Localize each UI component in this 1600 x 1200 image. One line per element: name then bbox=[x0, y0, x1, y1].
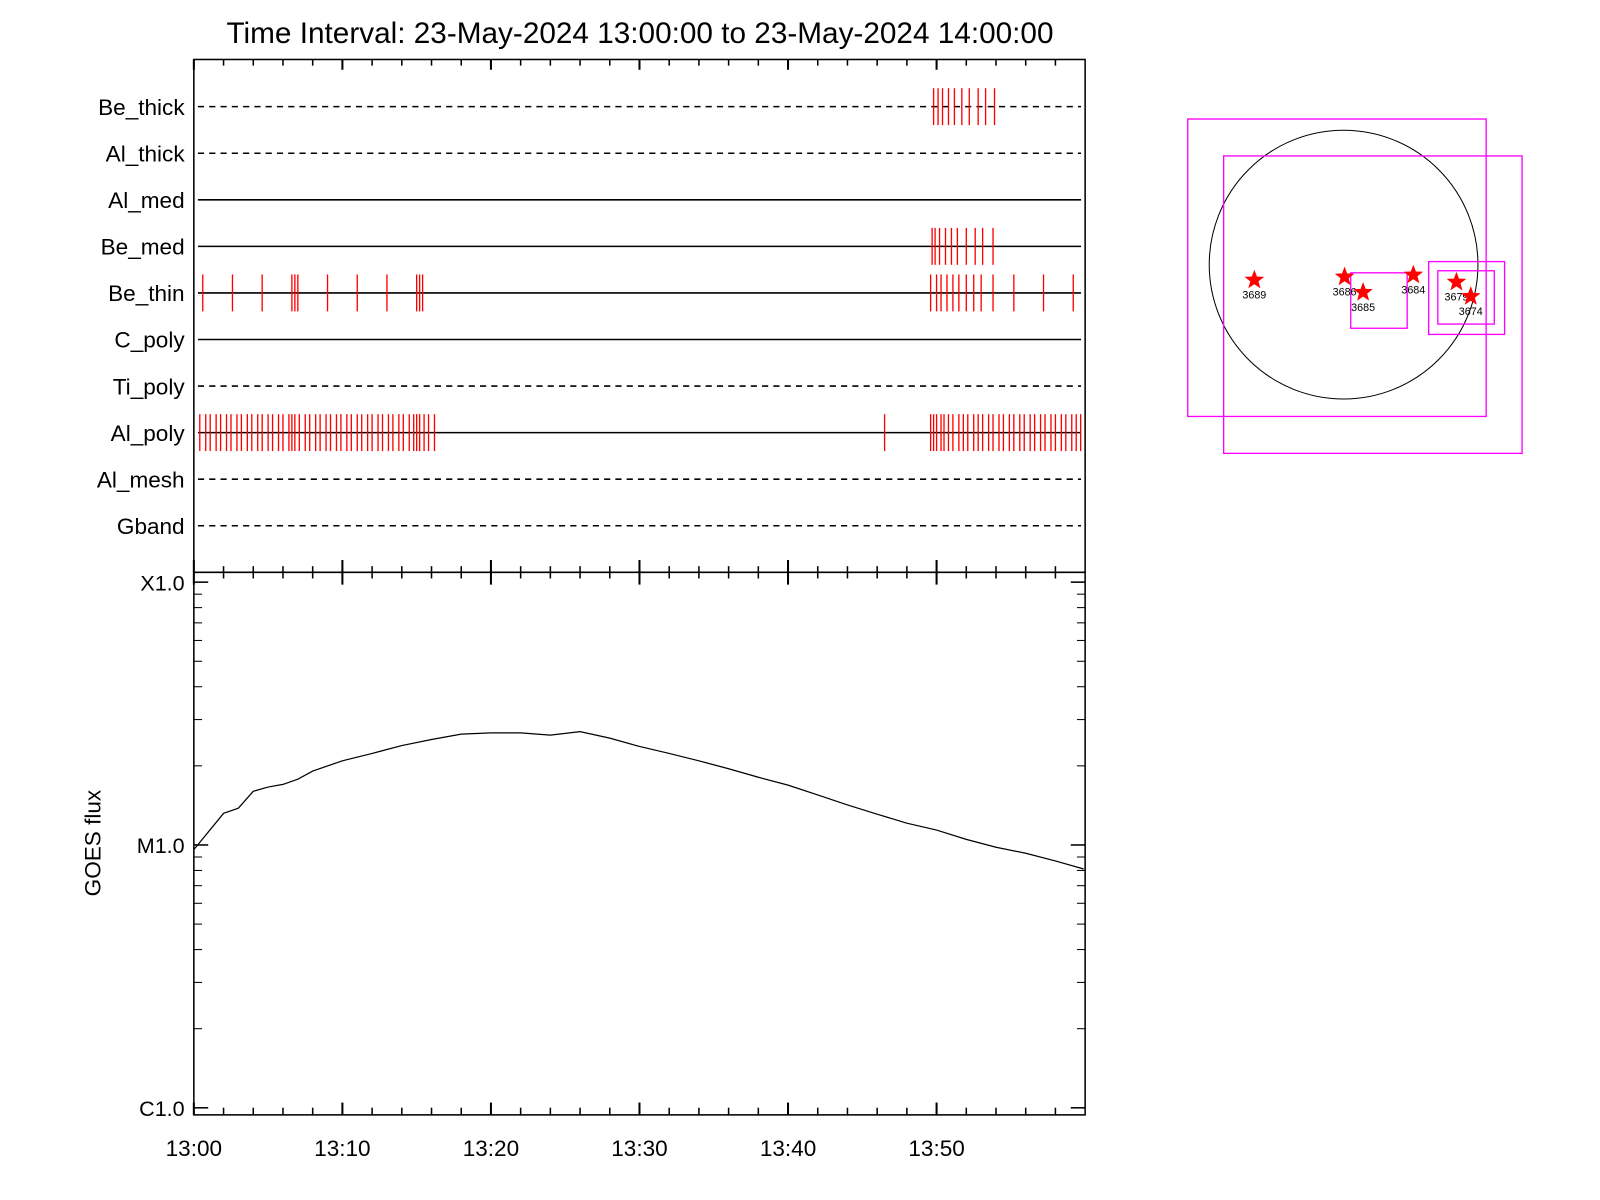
y-tick-label: C1.0 bbox=[139, 1097, 184, 1121]
x-tick-label: 13:10 bbox=[314, 1136, 370, 1161]
filter-label: Al_mesh bbox=[97, 467, 185, 492]
x-tick-label: 13:50 bbox=[908, 1136, 964, 1161]
x-tick-label: 13:00 bbox=[166, 1136, 222, 1161]
region-star bbox=[1461, 286, 1481, 305]
filter-label: Be_thick bbox=[98, 95, 185, 120]
solar-disk bbox=[1208, 129, 1479, 400]
y-axis-label: GOES flux bbox=[81, 789, 106, 896]
region-label: 3685 bbox=[1351, 302, 1375, 314]
filter-label: Gband bbox=[117, 514, 185, 539]
region-star bbox=[1403, 264, 1424, 284]
y-tick-label: X1.0 bbox=[140, 571, 184, 595]
filter-label: Al_poly bbox=[111, 421, 186, 446]
region-label: 3686 bbox=[1333, 286, 1357, 298]
fov-box bbox=[1187, 118, 1487, 418]
fov-box bbox=[1350, 272, 1408, 329]
filter-label: Al_med bbox=[108, 188, 184, 213]
filter-label: Be_med bbox=[101, 235, 185, 260]
region-star bbox=[1244, 269, 1265, 289]
y-tick-label: M1.0 bbox=[137, 834, 185, 858]
filter-label: Ti_poly bbox=[113, 374, 186, 399]
filter-label: C_poly bbox=[114, 328, 185, 353]
goes-curve bbox=[193, 730, 1084, 870]
region-star bbox=[1446, 271, 1467, 291]
filter-label: Al_thick bbox=[106, 141, 186, 166]
region-star bbox=[1353, 282, 1373, 301]
fov-box bbox=[1427, 260, 1506, 336]
region-label: 3689 bbox=[1242, 289, 1266, 301]
panel-frame bbox=[193, 58, 1086, 574]
x-tick-label: 13:40 bbox=[760, 1136, 816, 1161]
x-tick-label: 13:30 bbox=[611, 1136, 667, 1161]
fov-box bbox=[1222, 155, 1523, 455]
region-label: 3679 bbox=[1444, 291, 1468, 303]
region-label: 3684 bbox=[1401, 284, 1425, 296]
fov-box bbox=[1437, 270, 1495, 325]
region-star bbox=[1334, 266, 1355, 286]
panel-frame bbox=[193, 571, 1086, 1116]
region-label: 3674 bbox=[1459, 306, 1483, 318]
x-tick-label: 13:20 bbox=[463, 1136, 519, 1161]
chart-title: Time Interval: 23-May-2024 13:00:00 to 2… bbox=[227, 17, 1054, 50]
filter-label: Be_thin bbox=[108, 281, 184, 306]
